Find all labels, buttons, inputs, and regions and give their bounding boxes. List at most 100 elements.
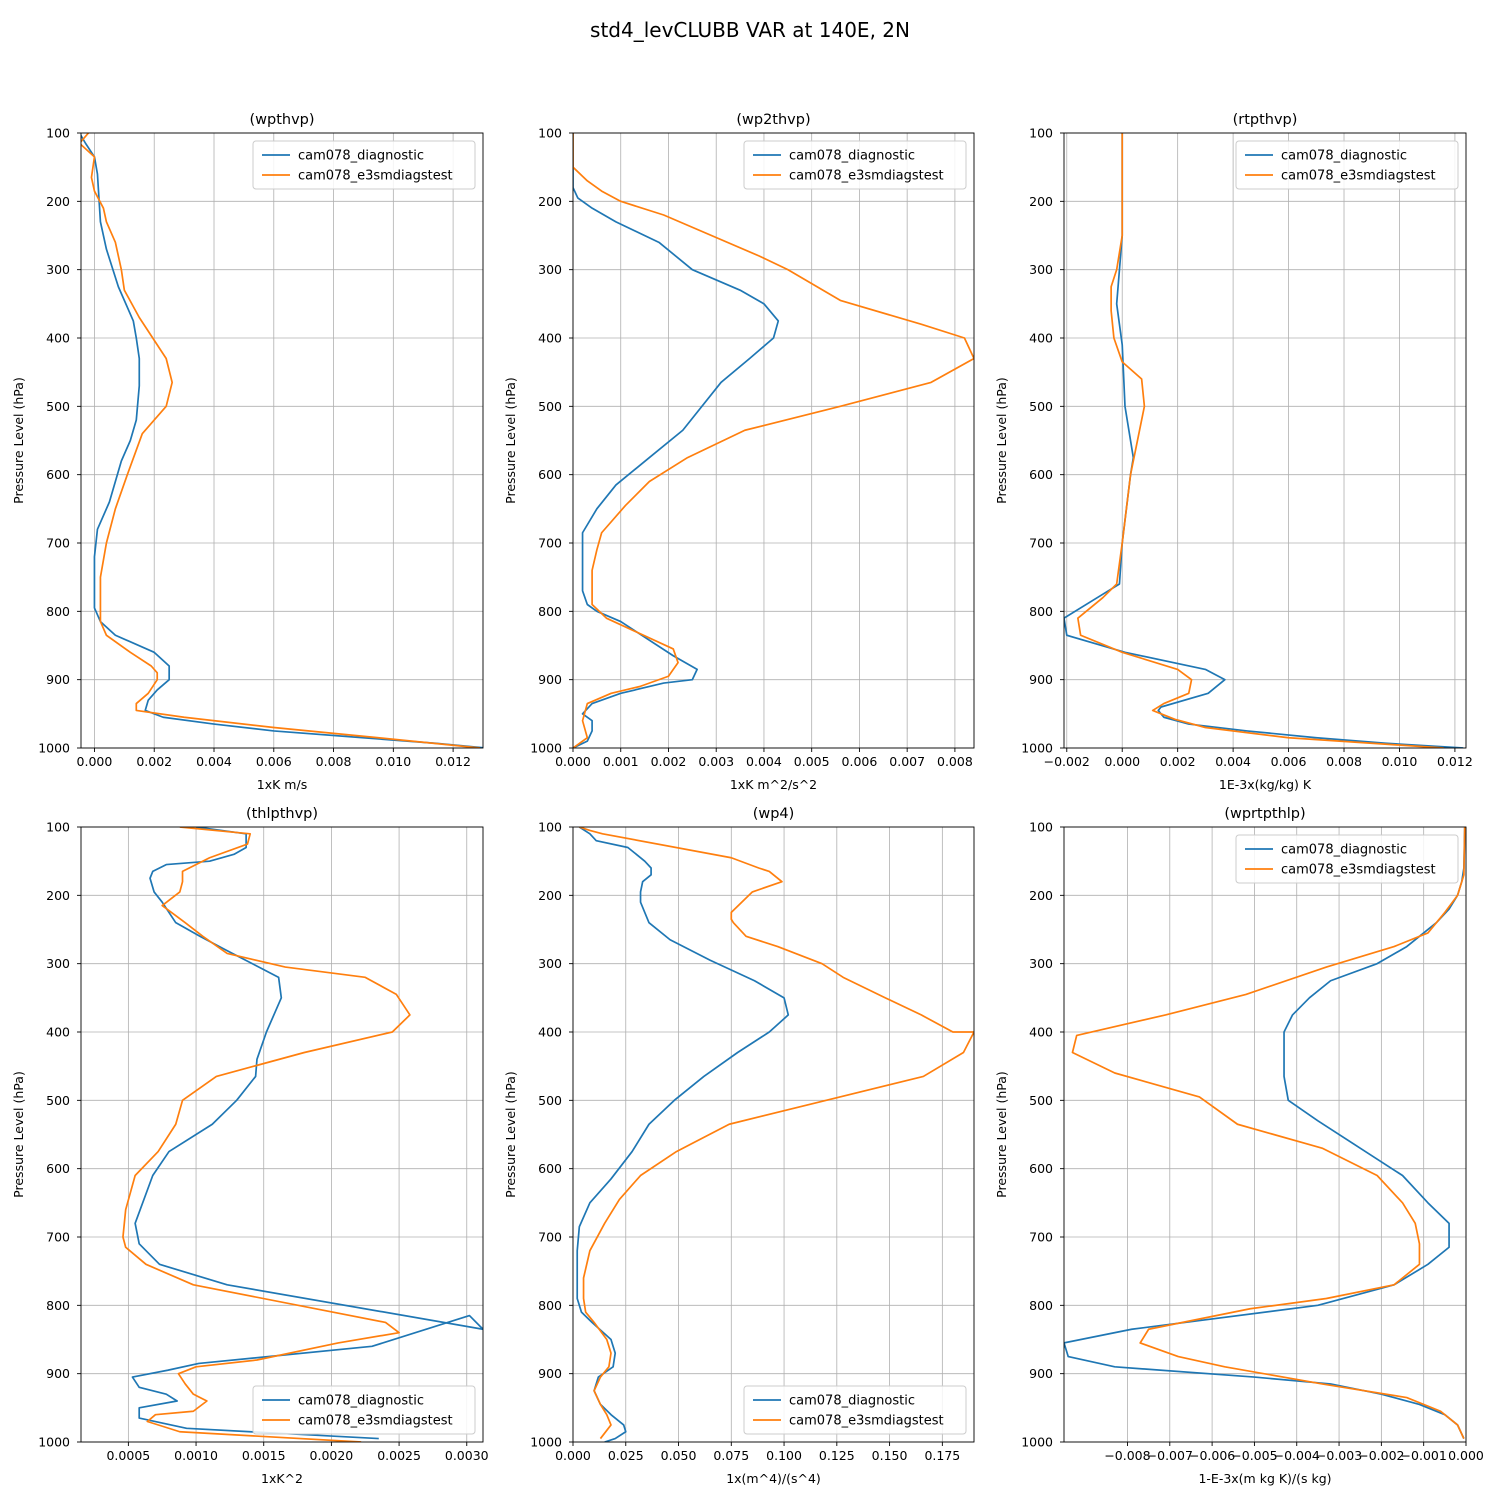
legend-box — [252, 140, 476, 190]
y-tick-label: 200 — [46, 194, 70, 209]
x-tick-label: 0.0005 — [106, 1448, 150, 1463]
x-tick-label: 0.075 — [713, 1448, 749, 1463]
y-tick-label: 300 — [538, 262, 562, 277]
y-tick-label: 100 — [538, 820, 562, 835]
y-tick-label: 300 — [46, 262, 70, 277]
x-tick-label: 0.000 — [1448, 1448, 1484, 1463]
y-tick-label: 1000 — [1021, 741, 1053, 756]
legend-label: cam078_e3smdiagstest — [298, 1414, 453, 1429]
x-tick-label: 0.0015 — [242, 1448, 286, 1463]
y-tick-label: 900 — [46, 1366, 70, 1381]
x-tick-label: 0.010 — [375, 754, 411, 769]
x-tick-label: 0.012 — [435, 754, 471, 769]
x-tick-label: 0.006 — [256, 754, 292, 769]
legend-label: cam078_diagnostic — [1281, 843, 1407, 858]
figure-title: std4_levCLUBB VAR at 140E, 2N — [590, 18, 910, 42]
x-tick-label: −0.005 — [1231, 1448, 1277, 1463]
y-tick-label: 900 — [1029, 672, 1053, 687]
x-tick-label: 0.002 — [1160, 754, 1196, 769]
y-tick-label: 300 — [46, 956, 70, 971]
series-line-diagnostic — [1064, 827, 1466, 1439]
panel-title: (wp4) — [753, 806, 795, 822]
axes-frame — [572, 132, 975, 749]
panel-title: (thlpthvp) — [246, 806, 318, 822]
y-tick-label: 800 — [538, 1298, 562, 1313]
legend: cam078_diagnostic cam078_e3smdiagstest — [252, 140, 476, 190]
x-tick-label: −0.002 — [1358, 1448, 1404, 1463]
y-tick-label: 300 — [1029, 956, 1053, 971]
y-tick-label: 400 — [1029, 331, 1053, 346]
x-tick-label: 0.006 — [1271, 754, 1307, 769]
y-tick-label: 300 — [538, 956, 562, 971]
legend-box — [252, 1385, 476, 1435]
chart-panel-1: 0.000 0.002 0.004 0.006 0.008 0.010 0.012 100 20… — [11, 112, 484, 792]
x-tick-label: 0.000 — [555, 1448, 591, 1463]
y-tick-label: 500 — [46, 1093, 70, 1108]
x-tick-label: −0.001 — [1401, 1448, 1447, 1463]
y-tick-label: 600 — [46, 467, 70, 482]
y-tick-label: 100 — [1029, 820, 1053, 835]
y-tick-label: 800 — [46, 1298, 70, 1313]
x-tick-label: 0.008 — [1326, 754, 1362, 769]
y-axis-label: Pressure Level (hPa) — [503, 377, 518, 504]
x-tick-label: 0.002 — [651, 754, 687, 769]
y-tick-label: 400 — [1029, 1025, 1053, 1040]
x-tick-label: 0.012 — [1437, 754, 1473, 769]
legend: cam078_diagnostic cam078_e3smdiagstest — [743, 1385, 967, 1435]
y-tick-label: 200 — [1029, 888, 1053, 903]
y-axis-label: Pressure Level (hPa) — [11, 377, 26, 504]
y-tick-label: 600 — [1029, 467, 1053, 482]
x-tick-label: 0.007 — [889, 754, 925, 769]
axes-frame — [80, 132, 484, 749]
y-tick-label: 500 — [1029, 1093, 1053, 1108]
x-tick-label: −0.003 — [1316, 1448, 1362, 1463]
chart-panel-5: 0.000 0.025 0.050 0.075 0.100 0.125 0.150 0.175… — [503, 806, 975, 1486]
y-tick-label: 700 — [1029, 1230, 1053, 1245]
x-tick-label: −0.007 — [1147, 1448, 1193, 1463]
y-tick-label: 800 — [1029, 1298, 1053, 1313]
y-tick-label: 500 — [538, 399, 562, 414]
y-tick-label: 600 — [538, 467, 562, 482]
y-tick-label: 200 — [538, 194, 562, 209]
y-tick-label: 100 — [46, 820, 70, 835]
x-axis-label: 1xK m^2/s^2 — [730, 777, 817, 792]
x-tick-label: −0.004 — [1274, 1448, 1320, 1463]
chart-panel-4: 0.0005 0.0010 0.0015 0.0020 0.0025 0.0030 100 2… — [11, 806, 489, 1486]
y-tick-label: 1000 — [530, 741, 562, 756]
legend-box — [743, 1385, 967, 1435]
y-axis-label: Pressure Level (hPa) — [11, 1071, 26, 1198]
y-tick-label: 1000 — [38, 1435, 70, 1450]
series-group — [1064, 133, 1464, 748]
y-tick-label: 100 — [538, 126, 562, 141]
x-tick-label: 0.0010 — [174, 1448, 218, 1463]
series-line-e3smdiagstest — [573, 133, 974, 748]
series-line-e3smdiagstest — [81, 133, 481, 748]
x-axis-label: 1xK^2 — [261, 1471, 303, 1486]
x-tick-label: 0.000 — [77, 754, 113, 769]
y-tick-label: 1000 — [38, 741, 70, 756]
y-tick-label: 500 — [46, 399, 70, 414]
y-tick-label: 500 — [1029, 399, 1053, 414]
x-tick-label: −0.008 — [1104, 1448, 1150, 1463]
panel-title: (rtpthvp) — [1233, 112, 1298, 128]
y-tick-label: 800 — [46, 604, 70, 619]
series-line-diagnostic — [576, 827, 790, 1442]
x-tick-label: 0.0030 — [445, 1448, 489, 1463]
panel-title: (wprtpthlp) — [1224, 806, 1305, 822]
x-tick-label: 0.001 — [603, 754, 639, 769]
x-tick-label: −0.006 — [1189, 1448, 1235, 1463]
legend: cam078_diagnostic cam078_e3smdiagstest — [743, 140, 967, 190]
legend-label: cam078_diagnostic — [298, 149, 424, 164]
y-tick-label: 1000 — [530, 1435, 562, 1450]
legend: cam078_diagnostic cam078_e3smdiagstest — [1235, 140, 1459, 190]
x-tick-label: 0.100 — [766, 1448, 802, 1463]
legend-label: cam078_diagnostic — [298, 1394, 424, 1409]
x-tick-label: 0.008 — [937, 754, 973, 769]
x-tick-label: 0.125 — [819, 1448, 855, 1463]
legend-label: cam078_e3smdiagstest — [298, 169, 453, 184]
x-tick-label: 0.005 — [794, 754, 830, 769]
y-tick-label: 300 — [1029, 262, 1053, 277]
axes-frame — [1063, 826, 1467, 1443]
x-tick-label: 0.0020 — [310, 1448, 354, 1463]
